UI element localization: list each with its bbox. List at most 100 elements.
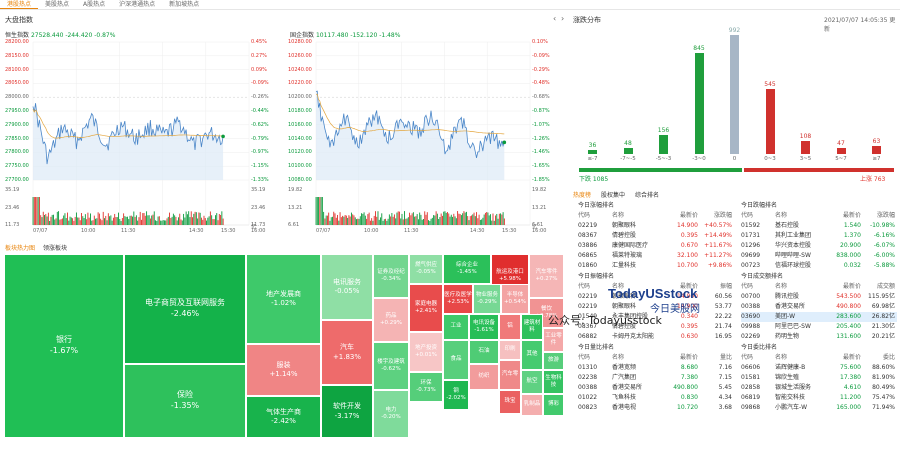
hsce-header[interactable]: 国企指数 10117.480 -152.120 -1.48% [290, 30, 400, 39]
heatmap-tile[interactable]: 保险 -1.35% [124, 364, 246, 438]
volume-bar [175, 216, 177, 225]
ranking-row[interactable]: 00388 香港交易所 490.800 5.45 [578, 383, 736, 393]
tile-name: 汽车零 [501, 371, 519, 378]
ranking-row[interactable]: 09868 小鹏汽车-W 165.000 71.94% [741, 403, 897, 413]
heatmap-tile[interactable]: 珠宝 [499, 390, 521, 414]
heatmap-tile[interactable]: 乳制品 [521, 394, 543, 416]
tab-heat-rank[interactable]: 热度榜 [573, 192, 592, 199]
heatmap-tile[interactable]: 证券及经纪 -0.34% [373, 254, 409, 298]
volume-bar [98, 213, 100, 225]
tab-connect-hot[interactable]: 沪深港通热点 [119, 1, 156, 8]
tab-sector-heatmap[interactable]: 板块热力图 [5, 245, 36, 252]
heatmap-tile[interactable]: 航空 [521, 370, 543, 394]
hsce-chart[interactable]: 10280.00 0.10% 10260.00 -0.09% 10240.00 -0.29… [288, 39, 558, 240]
ranking-row[interactable]: 00700 腾讯控股 543.500 115.95亿 [741, 292, 897, 302]
stock-price: 0.395 [680, 323, 698, 330]
ranking-row[interactable]: 09699 哔哩哔哩-SW 838.000 -6.00% [741, 251, 897, 261]
heatmap-tile[interactable]: 食品 [443, 340, 469, 380]
ranking-row[interactable]: 01581 锦欣生殖 17.380 81.90% [741, 373, 897, 383]
heatmap-tile[interactable]: 电讯服务 -0.05% [321, 254, 373, 320]
heatmap-tile[interactable]: 生物科技 [543, 370, 564, 394]
heatmap-tile[interactable]: 地产投资 +0.01% [409, 332, 443, 372]
ranking-header-row: 代码 名称 最新价 涨跌幅 [578, 211, 736, 221]
ranking-row[interactable]: 01592 基石控股 1.540 -10.98% [741, 221, 897, 231]
tab-a-hot[interactable]: A股热点 [83, 1, 106, 8]
ranking-row[interactable]: 00823 香港电视 10.720 3.68 [578, 403, 736, 413]
market-tabs: 港股热点 美股热点 A股热点 沪深港通热点 新加坡热点 [0, 0, 900, 10]
heatmap-tile[interactable]: 石油 [469, 340, 499, 364]
heatmap-tile[interactable]: 铝 [499, 314, 521, 340]
heatmap-tile[interactable]: 半导体 +0.54% [501, 284, 529, 314]
ranking-row[interactable]: 08367 倩碧控股 0.395 21.74 [578, 322, 736, 332]
next-arrow-icon[interactable]: › [561, 14, 565, 23]
hsi-header[interactable]: 恒生指数 27528.440 -244.420 -0.87% [5, 30, 115, 39]
ranking-row[interactable]: 01296 华兴资本控股 20.900 -6.07% [741, 241, 897, 251]
hsi-chart[interactable]: 28200.00 0.45% 28150.00 0.27% 28100.00 0.09% 2… [5, 39, 277, 240]
ranking-title: 今日跌幅排名 [741, 202, 778, 209]
heatmap-tile[interactable]: 软件开发 -3.17% [321, 385, 373, 438]
price-tick-label: 10260.00 [288, 52, 312, 59]
heatmap-tile[interactable]: 药品 +0.29% [373, 298, 409, 342]
tab-concentration[interactable]: 股权集中 [601, 192, 626, 199]
ranking-row[interactable]: 01022 飞鱼科技 0.830 4.34 [578, 393, 736, 403]
volume-bar [125, 216, 127, 225]
heatmap-tile[interactable]: 气体生产商 -2.42% [246, 396, 321, 438]
tab-us-hot[interactable]: 美股热点 [45, 1, 70, 8]
stock-metric: 80.49% [872, 384, 895, 391]
heatmap-tile[interactable]: 电讯设备 -1.61% [469, 314, 499, 340]
ranking-row[interactable]: 01549 永丰集团控股 0.340 22.22 [578, 312, 736, 322]
ranking-row[interactable]: 01860 汇量科技 10.700 +9.86% [578, 261, 736, 271]
ranking-row[interactable]: 02219 朝聚眼科 14.900 53.77 [578, 302, 736, 312]
heatmap-tile[interactable]: 汽车零 [499, 360, 521, 390]
ranking-row[interactable]: 03690 美团-W 283.600 26.82亿 [741, 312, 897, 322]
ranking-table: 今日量比排名 代码 名称 最新价 量比 01310 香港宽频 8.680 7.16 02238 广汽… [578, 343, 736, 413]
tab-composite[interactable]: 综合排名 [635, 192, 660, 199]
heatmap-tile[interactable]: 电子商贸及互联网服务 -2.46% [124, 254, 246, 364]
volume-bar [116, 217, 118, 225]
heatmap-tile[interactable]: 地产发展商 -1.02% [246, 254, 321, 344]
ranking-row[interactable]: 02238 广汽集团 7.380 7.15 [578, 373, 736, 383]
tab-hk-hot[interactable]: 港股热点 [0, 0, 39, 9]
heatmap-tile[interactable]: 家庭电器 +2.41% [409, 284, 443, 332]
heatmap-tile[interactable]: 燃气供应 -0.05% [409, 254, 443, 284]
ranking-row[interactable]: 00723 信福环球控股 0.032 -5.88% [741, 261, 897, 271]
price-tick-label: 10160.00 [288, 121, 312, 128]
heatmap-tile[interactable]: 钢 -2.02% [443, 380, 469, 410]
heatmap-tile[interactable]: 汽车零件 +0.27% [529, 254, 564, 298]
ranking-row[interactable]: 06882 卡姆丹克太阳能 0.630 16.95 [578, 332, 736, 342]
tab-leading-sectors[interactable]: 领涨板块 [43, 245, 68, 252]
heatmap-tile[interactable]: 环保 -0.73% [409, 372, 443, 402]
ranking-row[interactable]: 01310 香港宽频 8.680 7.16 [578, 363, 736, 373]
ranking-row[interactable]: 01731 其利工业集团 1.370 -6.16% [741, 231, 897, 241]
heatmap-tile[interactable]: 工业零件 [543, 328, 564, 352]
ranking-row[interactable]: 06819 智能交科技 11.200 75.47% [741, 393, 897, 403]
heatmap-tile[interactable]: 电力 -0.20% [373, 390, 409, 438]
ranking-row[interactable]: 06865 福莱特玻璃 32.100 +11.27% [578, 251, 736, 261]
ranking-row[interactable]: 06606 诺辉健康-B 75.600 88.60% [741, 363, 897, 373]
heatmap-tile[interactable]: 旅游 [543, 352, 564, 370]
heatmap-tile[interactable]: 服装 +1.14% [246, 344, 321, 396]
prev-arrow-icon[interactable]: ‹ [553, 14, 557, 23]
ranking-row[interactable]: 02269 药明生物 131.600 20.21亿 [741, 332, 897, 342]
heatmap-tile[interactable]: 建筑材料 [521, 314, 543, 340]
ranking-row[interactable]: 03886 康健国际医疗 0.670 +11.67% [578, 241, 736, 251]
ranking-row[interactable]: 02219 朝聚眼科 14.900 +40.57% [578, 221, 736, 231]
heatmap-tile[interactable]: 楼宇及建筑 -0.62% [373, 342, 409, 390]
heatmap-tile[interactable]: 综合企业 -1.45% [443, 254, 491, 284]
ranking-row[interactable]: 00388 香港交易所 490.800 69.98亿 [741, 302, 897, 312]
ranking-row[interactable]: 02219 朝聚眼科 14.900 60.56 [578, 292, 736, 302]
heatmap-tile[interactable]: 纺织 [469, 364, 499, 390]
heatmap-tile[interactable]: 物业服务 -0.29% [473, 284, 501, 314]
heatmap-tile[interactable]: 汽车 +1.83% [321, 320, 373, 385]
tab-sg-hot[interactable]: 新加坡热点 [169, 1, 200, 8]
price-tick-label: 27950.00 [5, 108, 29, 114]
ranking-row[interactable]: 08367 倩碧控股 0.395 +14.49% [578, 231, 736, 241]
heatmap-tile[interactable]: 博彩 [543, 394, 564, 416]
heatmap-tile[interactable]: 医疗及医学 +2.53% [443, 284, 473, 314]
heatmap-tile[interactable]: 银行 -1.67% [4, 254, 124, 438]
heatmap-tile[interactable]: 工业 [443, 314, 469, 340]
ranking-row[interactable]: 02858 银城生活服务 4.610 80.49% [741, 383, 897, 393]
ranking-row[interactable]: 09988 阿里巴巴-SW 205.400 21.30亿 [741, 322, 897, 332]
heatmap-tile[interactable]: 印刷 [499, 340, 521, 360]
heatmap-tile[interactable]: 其他 [521, 340, 543, 370]
